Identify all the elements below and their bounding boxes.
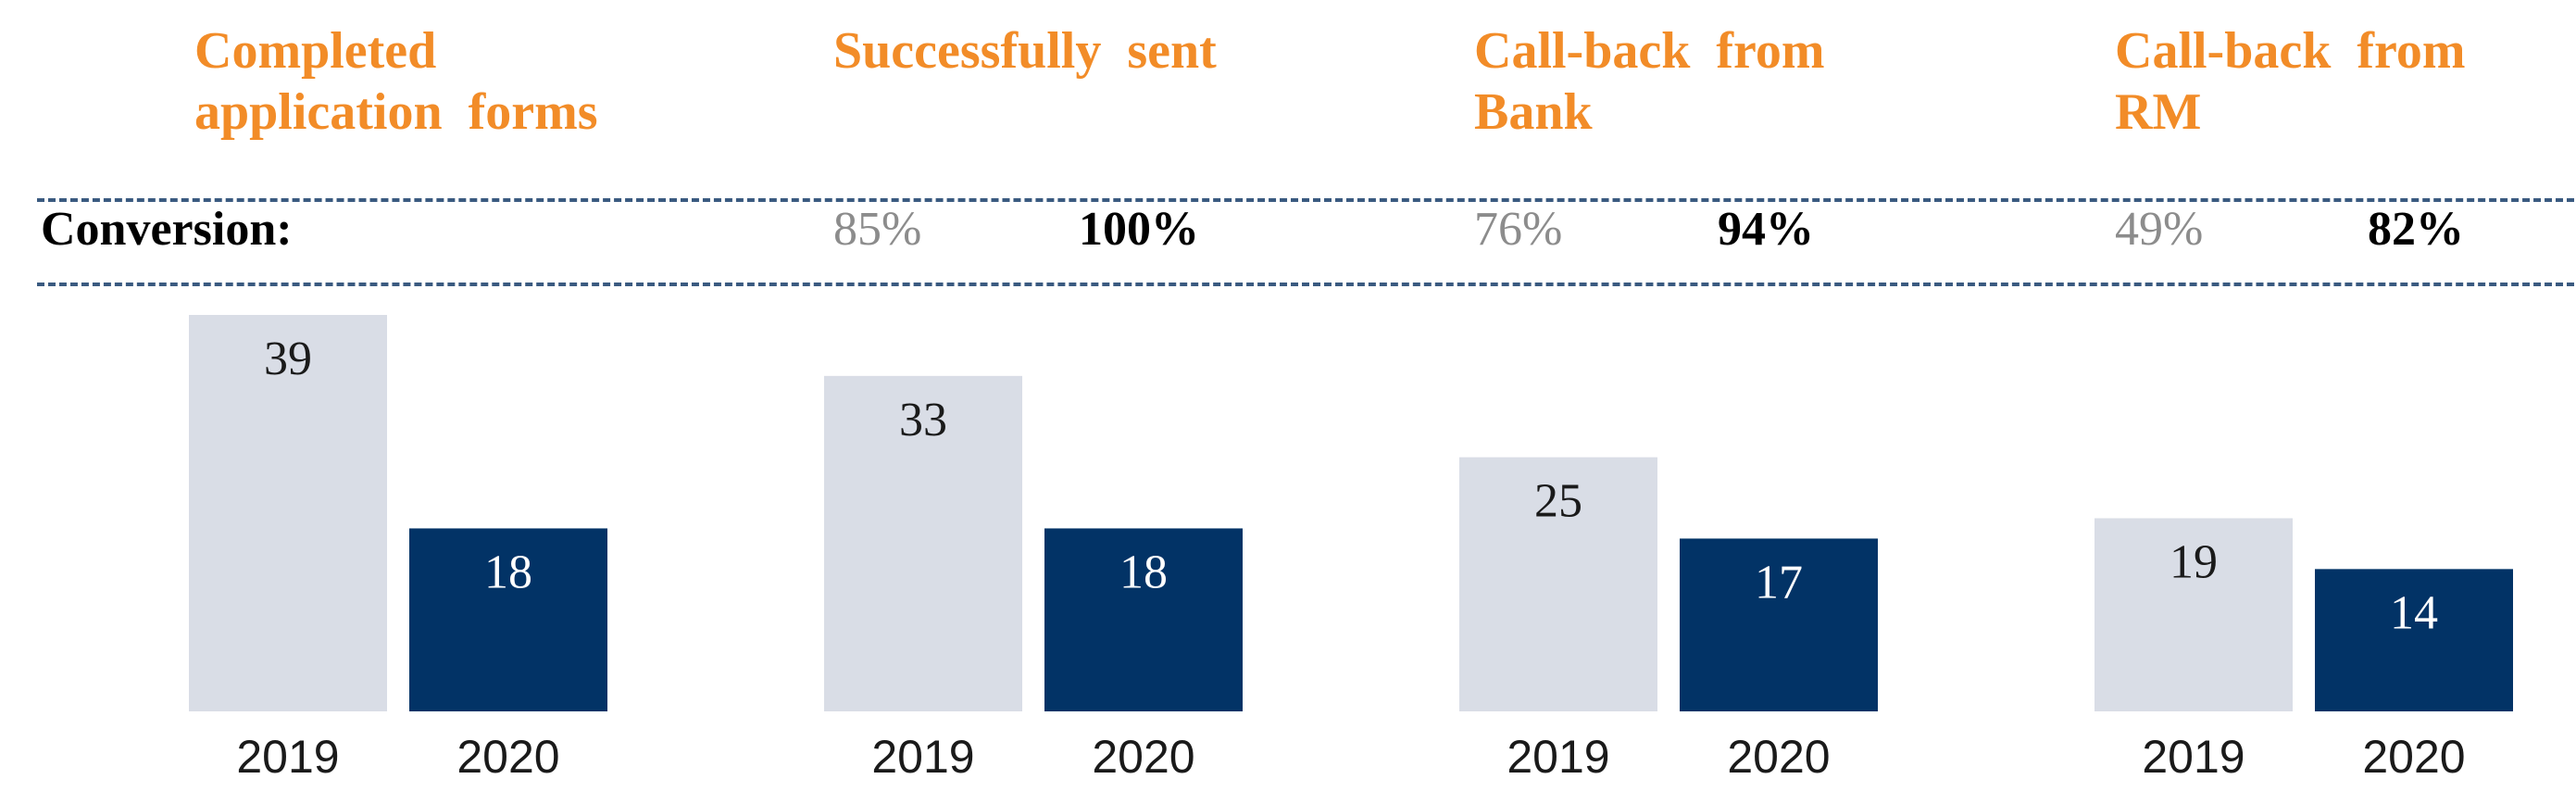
value-label-sent-2020: 18 [1119, 546, 1168, 598]
conversion-bank-2020: 94% [1718, 203, 1814, 256]
bar-rm-2019 [2095, 518, 2293, 711]
bar-completed-2020 [409, 528, 607, 711]
tick-label-sent-2020: 2020 [1092, 731, 1194, 783]
tick-label-bank-2020: 2020 [1727, 731, 1830, 783]
stage-title-rm: Call-back from RM [2115, 22, 2466, 141]
tick-label-rm-2020: 2020 [2362, 731, 2465, 783]
tick-label-rm-2019: 2019 [2142, 731, 2245, 783]
value-label-bank-2020: 17 [1755, 556, 1803, 609]
bar-bank-2019 [1459, 457, 1657, 711]
value-label-completed-2019: 39 [264, 333, 312, 385]
conversion-rm-2020: 82% [2368, 203, 2464, 256]
top-dashed-line [37, 198, 2574, 202]
value-label-bank-2019: 25 [1534, 475, 1582, 528]
conversion-rm-2019: 49% [2115, 203, 2204, 256]
tick-label-completed-2020: 2020 [456, 731, 559, 783]
value-label-sent-2019: 33 [899, 394, 947, 446]
value-label-completed-2020: 18 [484, 546, 532, 598]
conversion-sent-2020: 100% [1079, 203, 1199, 256]
value-label-rm-2020: 14 [2390, 586, 2438, 639]
tick-label-sent-2019: 2019 [871, 731, 974, 783]
bottom-dashed-line [37, 283, 2574, 286]
bar-completed-2019 [189, 315, 387, 711]
conversion-sent-2019: 85% [833, 203, 922, 256]
stage-title-completed: Completed application forms [194, 22, 598, 141]
conversion-bank-2019: 76% [1474, 203, 1563, 256]
tick-label-completed-2019: 2019 [236, 731, 339, 783]
bar-bank-2020 [1680, 538, 1878, 711]
tick-label-bank-2019: 2019 [1507, 731, 1609, 783]
conversion-label: Conversion: [41, 203, 293, 256]
bar-sent-2019 [824, 375, 1022, 711]
bar-rm-2020 [2315, 569, 2513, 711]
stage-title-sent: Successfully sent [833, 22, 1217, 80]
value-label-rm-2019: 19 [2170, 535, 2218, 588]
bar-sent-2020 [1044, 528, 1243, 711]
stage-title-bank: Call-back from Bank [1474, 22, 1825, 141]
